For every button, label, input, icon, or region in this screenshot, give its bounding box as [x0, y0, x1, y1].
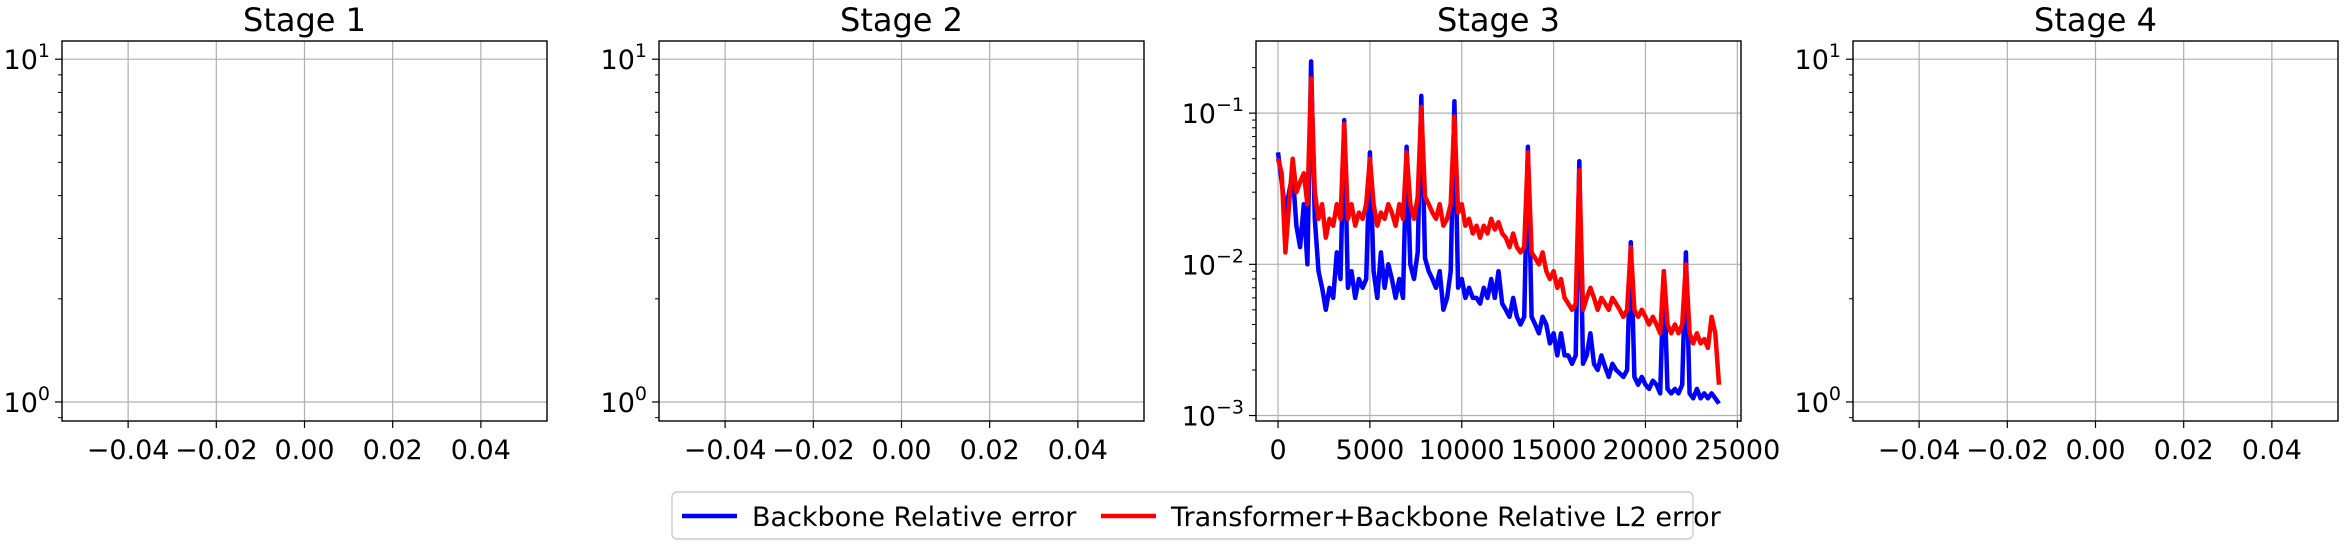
x-tick-label: 0.02: [363, 435, 423, 466]
x-tick-label: 0.00: [2065, 435, 2125, 466]
x-tick-label: 20000: [1603, 435, 1689, 466]
axes-frame: [658, 40, 1145, 422]
x-tick-label: 25000: [1694, 435, 1780, 466]
x-tick-label: 0.02: [960, 435, 1020, 466]
x-tick-label: −0.02: [175, 435, 258, 466]
x-tick-label: −0.02: [772, 435, 855, 466]
series-line-backbone: [1275, 59, 1721, 405]
subplot-3: 0 5000 10000 15000 20000 25000 10−3 10−2 10−1 Sta…: [1182, 1, 1781, 466]
series-line-transformer-backbone: [1275, 76, 1722, 385]
axes-frame: [61, 40, 548, 422]
legend-label: Backbone Relative error: [752, 502, 1077, 533]
subplot-4: −0.04 −0.02 0.00 0.02 0.04 100 101 Stage 4: [1795, 1, 2339, 466]
subplot-title: Stage 2: [840, 1, 963, 39]
legend-box: [671, 491, 1694, 540]
subplot-1: −0.04 −0.02 0.00 0.02 0.04 100 101 Stage 1: [4, 1, 548, 466]
axes-frame: [1255, 40, 1742, 422]
x-tick-label: 5000: [1336, 435, 1405, 466]
subplot-title: Stage 1: [243, 1, 366, 39]
x-tick-label: 15000: [1511, 435, 1597, 466]
x-tick-label: 0.02: [2154, 435, 2214, 466]
y-tick-label: 10−2: [1182, 245, 1244, 281]
subplot-title: Stage 3: [1437, 1, 1560, 39]
x-tick-label: 0.00: [871, 435, 931, 466]
x-tick-label: −0.04: [684, 435, 767, 466]
x-tick-label: −0.04: [87, 435, 170, 466]
y-tick-label: 101: [4, 40, 50, 76]
legend-label: Transformer+Backbone Relative L2 error: [1170, 502, 1722, 533]
x-tick-label: 10000: [1419, 435, 1505, 466]
y-tick-label: 100: [4, 383, 50, 419]
x-tick-label: 0.04: [2242, 435, 2302, 466]
x-tick-label: 0.04: [451, 435, 511, 466]
x-tick-label: −0.02: [1966, 435, 2049, 466]
y-tick-label: 10−1: [1182, 94, 1244, 130]
y-tick-label: 101: [1795, 40, 1841, 76]
y-tick-label: 10−3: [1182, 397, 1244, 433]
y-tick-label: 101: [601, 40, 647, 76]
subplot-2: −0.04 −0.02 0.00 0.02 0.04 100 101 Stage 2: [601, 1, 1145, 466]
x-tick-label: 0: [1269, 435, 1286, 466]
axes-frame: [1852, 40, 2339, 422]
y-tick-label: 100: [1795, 383, 1841, 419]
x-tick-label: −0.04: [1878, 435, 1961, 466]
y-tick-label: 100: [601, 383, 647, 419]
x-tick-label: 0.00: [274, 435, 334, 466]
legend: Backbone Relative error Transformer+Backb…: [671, 491, 1722, 540]
x-tick-label: 0.04: [1048, 435, 1108, 466]
subplot-title: Stage 4: [2034, 1, 2157, 39]
